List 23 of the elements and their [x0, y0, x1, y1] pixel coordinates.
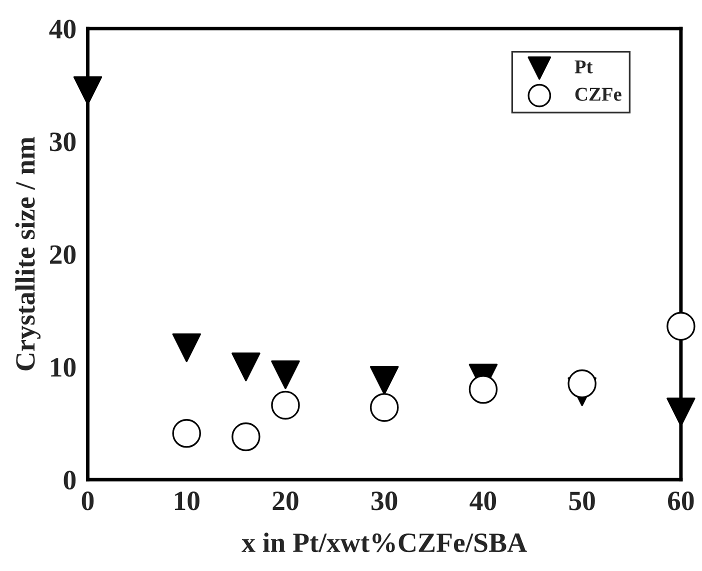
x-tick-label: 10 [174, 492, 200, 510]
x-tick-label: 20 [272, 492, 298, 510]
y-axis-title: Crystallite size / nm [15, 136, 41, 370]
x-tick-label: 50 [569, 492, 595, 510]
x-tick-label: 60 [668, 492, 694, 510]
x-tick-label: 0 [82, 492, 94, 510]
x-tick-label: 30 [372, 492, 398, 510]
point [172, 333, 201, 362]
point [468, 375, 498, 404]
legend-label: CZFe [575, 88, 622, 101]
point [370, 366, 399, 395]
y-tick-label: 10 [51, 358, 76, 377]
point [271, 360, 300, 390]
point [666, 398, 696, 426]
y-tick-label: 40 [49, 20, 76, 38]
point [232, 352, 260, 382]
x-tick-label: 40 [470, 492, 496, 510]
legend-label: Pt [574, 60, 593, 74]
y-tick-label: 20 [50, 245, 76, 264]
y-tick-label: 0 [64, 470, 76, 490]
x-axis-title: x in Pt/xwt%CZFe/SBA [242, 532, 527, 552]
y-tick-label: 30 [50, 132, 76, 152]
point [73, 76, 102, 105]
